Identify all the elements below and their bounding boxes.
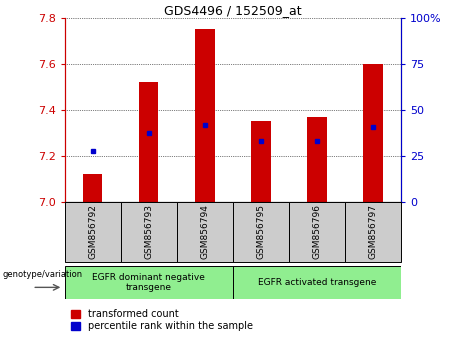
Bar [195,29,214,202]
Text: GSM856796: GSM856796 [313,204,321,259]
Text: GSM856793: GSM856793 [144,204,153,259]
Title: GDS4496 / 152509_at: GDS4496 / 152509_at [164,4,301,17]
Bar [289,202,345,262]
Text: GSM856795: GSM856795 [256,204,266,259]
Bar [177,202,233,262]
Bar [233,202,289,262]
Bar [363,64,383,202]
Bar [233,266,401,299]
Bar [121,202,177,262]
Text: GSM856792: GSM856792 [88,204,97,259]
Text: EGFR activated transgene: EGFR activated transgene [258,278,376,287]
Bar [307,117,327,202]
Bar [65,266,233,299]
Bar [345,202,401,262]
Text: GSM856797: GSM856797 [368,204,378,259]
Legend: transformed count, percentile rank within the sample: transformed count, percentile rank withi… [70,308,255,333]
Bar [83,174,102,202]
Bar [251,121,271,202]
Text: GSM856794: GSM856794 [200,204,209,259]
Text: genotype/variation: genotype/variation [3,270,83,279]
Bar [139,82,159,202]
Bar [65,202,121,262]
Text: EGFR dominant negative
transgene: EGFR dominant negative transgene [92,273,205,292]
